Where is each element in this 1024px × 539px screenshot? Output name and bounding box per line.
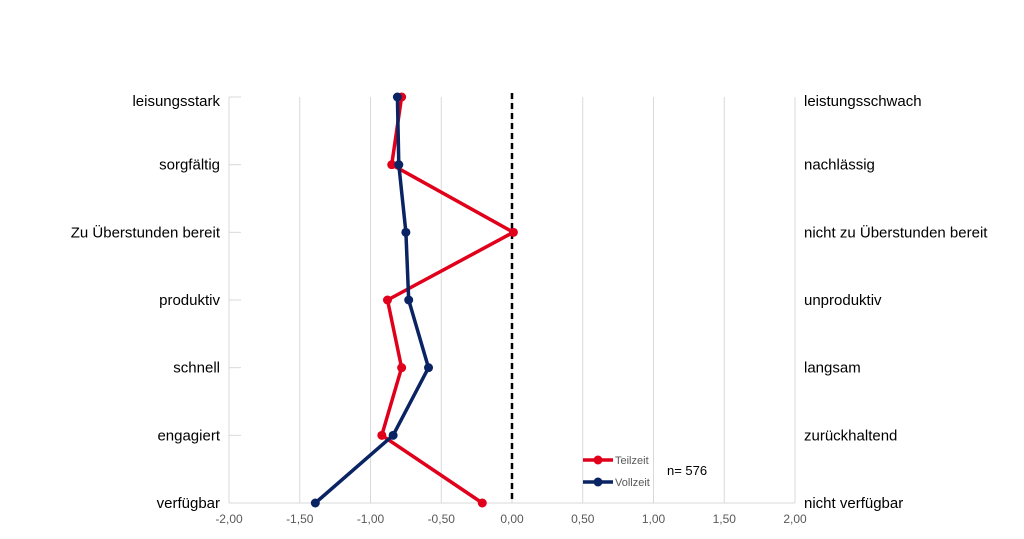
- data-point-vollzeit: [394, 160, 404, 170]
- x-tick-label: -1,00: [357, 512, 385, 526]
- data-point-teilzeit: [387, 160, 397, 170]
- left-category-label: Zu Überstunden bereit: [71, 223, 221, 241]
- right-category-label: leistungsschwach: [804, 93, 922, 110]
- data-point-vollzeit: [404, 295, 414, 305]
- right-category-label: zurückhaltend: [804, 427, 897, 444]
- left-category-label: schnell: [173, 360, 220, 377]
- right-category-labels: leistungsschwach nachlässig nicht zu Übers…: [804, 93, 988, 512]
- left-category-label: engagiert: [157, 427, 220, 444]
- x-tick-label: 1,50: [713, 512, 737, 526]
- x-axis-tick-labels: -2,00 -1,50 -1,00 -0,50 0,00 0,50 1,00 1,50 2,00: [215, 512, 807, 526]
- left-category-label: leisungsstark: [132, 93, 220, 110]
- data-point-vollzeit: [401, 227, 411, 237]
- series-line-teilzeit: [380, 96, 516, 505]
- legend-label-vollzeit: Vollzeit: [615, 477, 650, 489]
- data-point-teilzeit: [508, 227, 518, 237]
- series-group: [310, 92, 518, 508]
- legend: Teilzeit Vollzeit: [583, 455, 650, 489]
- x-tick-label: 1,00: [642, 512, 666, 526]
- right-category-label: langsam: [804, 360, 861, 377]
- data-point-vollzeit: [310, 498, 320, 508]
- data-point-teilzeit: [377, 430, 387, 440]
- x-tick-label: -0,50: [428, 512, 456, 526]
- x-tick-label: 0,50: [571, 512, 595, 526]
- left-category-label: sorgfältig: [159, 157, 220, 174]
- x-tick-label: 2,00: [783, 512, 807, 526]
- data-point-vollzeit: [424, 363, 434, 373]
- legend-swatch-marker-teilzeit: [593, 455, 603, 465]
- x-tick-label: -2,00: [215, 512, 243, 526]
- data-point-vollzeit: [388, 430, 398, 440]
- left-category-labels: leisungsstark sorgfältig Zu Überstunden be…: [71, 93, 221, 512]
- x-tick-label: -1,50: [286, 512, 314, 526]
- data-point-vollzeit: [392, 92, 402, 102]
- right-category-label: unproduktiv: [804, 292, 882, 309]
- grid-lines: [228, 96, 796, 504]
- right-category-label: nicht zu Überstunden bereit: [804, 223, 988, 241]
- legend-swatch-marker-vollzeit: [593, 477, 603, 487]
- data-point-teilzeit: [477, 498, 487, 508]
- data-point-teilzeit: [382, 295, 392, 305]
- left-category-label: verfügbar: [157, 495, 220, 512]
- x-tick-label: 0,00: [500, 512, 524, 526]
- right-category-label: nachlässig: [804, 157, 875, 174]
- sample-size-note: n= 576: [667, 463, 707, 478]
- left-category-label: produktiv: [159, 292, 220, 309]
- right-category-label: nicht verfügbar: [804, 495, 903, 512]
- data-point-teilzeit: [397, 363, 407, 373]
- legend-label-teilzeit: Teilzeit: [615, 455, 649, 467]
